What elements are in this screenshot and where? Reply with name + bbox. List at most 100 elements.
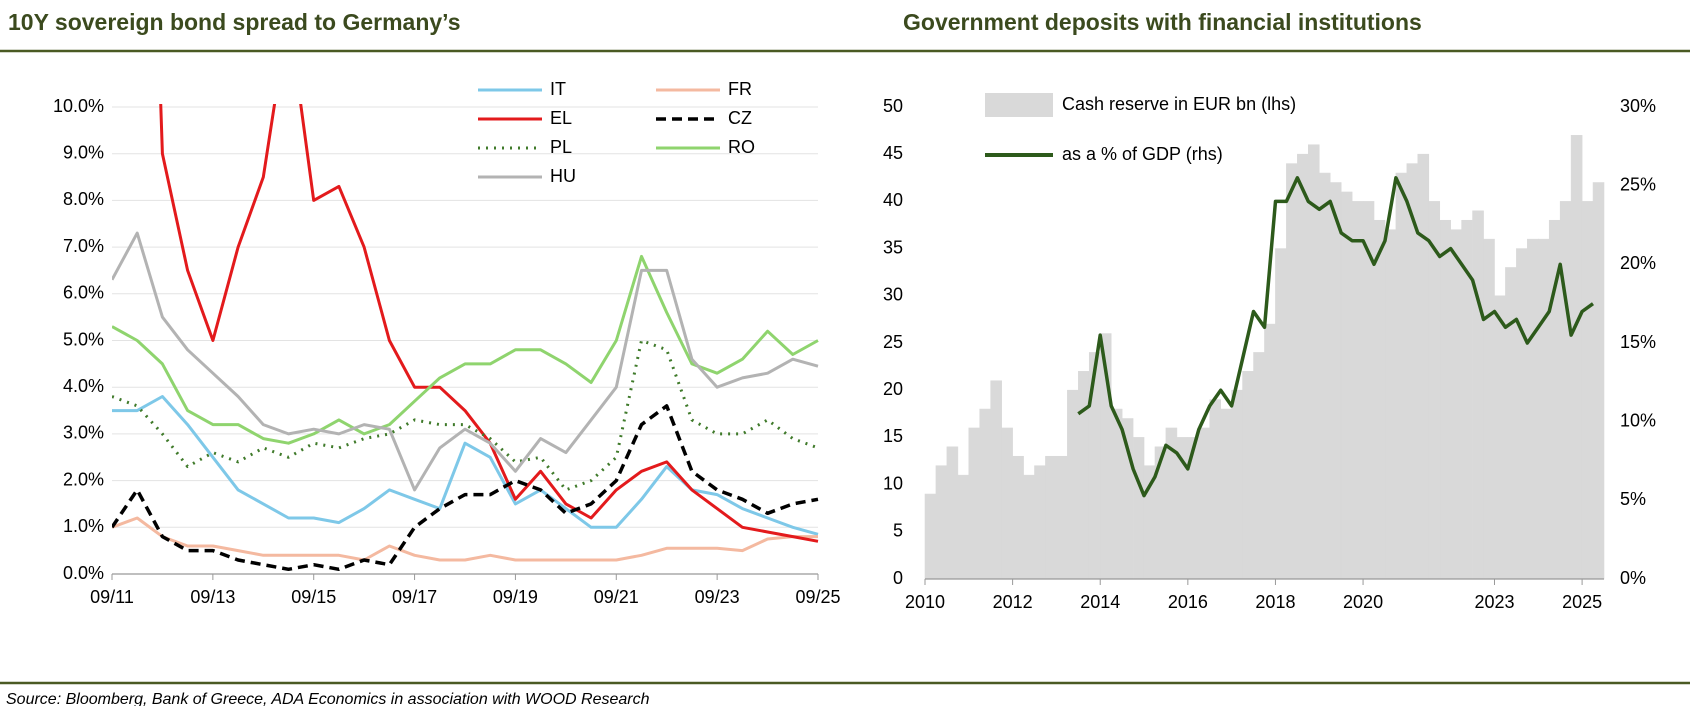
bar (1078, 371, 1090, 580)
bar (1067, 389, 1079, 580)
legend-label: RO (728, 137, 755, 157)
legend-label: HU (550, 166, 576, 186)
x-tick-label: 2016 (1168, 592, 1208, 612)
bar (1231, 389, 1243, 580)
bar (946, 446, 959, 580)
bar (935, 465, 948, 580)
bar (968, 427, 981, 580)
series-line (112, 404, 819, 572)
x-tick-label: 2025 (1562, 592, 1602, 612)
y-tick-label: 5 (893, 521, 903, 541)
bar (1483, 238, 1495, 580)
x-tick-label: 2014 (1080, 592, 1120, 612)
y-tick-label: 20 (883, 379, 903, 399)
y-tick-label: 9.0% (63, 142, 104, 162)
y2-tick-label: 5% (1620, 489, 1646, 509)
y-tick-label: 35 (883, 237, 903, 257)
bar (1318, 172, 1331, 580)
y-tick-label: 25 (883, 332, 903, 352)
bar (1056, 455, 1068, 580)
y-tick-label: 8.0% (63, 189, 104, 209)
y-tick-label: 45 (883, 143, 903, 163)
legend-swatch (985, 93, 1053, 117)
y-tick-label: 0.0% (63, 563, 104, 583)
bar (1450, 229, 1462, 580)
series-line (112, 231, 819, 492)
legend-label: Cash reserve in EUR bn (lhs) (1062, 94, 1296, 114)
bar (1275, 248, 1287, 580)
y-tick-label: 4.0% (63, 376, 104, 396)
y-tick-label: 2.0% (63, 469, 104, 489)
series-line (1077, 176, 1595, 498)
bar (1253, 352, 1265, 580)
bar (1198, 427, 1211, 580)
y-tick-label: 6.0% (63, 283, 104, 303)
series-line (112, 339, 819, 492)
y-tick-label: 15 (883, 426, 903, 446)
bar (1340, 191, 1353, 580)
bar (1220, 408, 1232, 580)
bar (1023, 474, 1035, 580)
bar (1472, 210, 1484, 580)
source-note: Source: Bloomberg, Bank of Greece, ADA E… (6, 691, 650, 706)
y-tick-label: 30 (883, 285, 903, 305)
x-tick-label: 09/11 (90, 587, 134, 607)
x-tick-label: 09/23 (695, 587, 740, 607)
y-tick-label: 50 (883, 96, 903, 116)
y-tick-label: 5.0% (63, 329, 104, 349)
bar (1537, 238, 1550, 580)
bar (1592, 182, 1605, 580)
bar (1329, 182, 1342, 580)
bar (1428, 201, 1441, 580)
bar (1045, 455, 1057, 580)
x-tick-label: 09/17 (392, 587, 437, 607)
bar (924, 493, 937, 580)
series-line (112, 395, 819, 536)
bar (1417, 153, 1430, 580)
y-tick-label: 10 (883, 473, 903, 493)
legend-label: IT (550, 79, 566, 99)
bar (1297, 153, 1309, 580)
series-line (112, 254, 819, 445)
bar (1154, 446, 1167, 580)
legend-label: as a % of GDP (rhs) (1062, 144, 1223, 164)
bar (1494, 295, 1506, 580)
bar (990, 380, 1002, 580)
bar (1439, 219, 1451, 580)
series-line (112, 516, 818, 562)
bar (1264, 323, 1276, 580)
bar (1395, 172, 1408, 580)
legend-label: PL (550, 137, 572, 157)
legend-label: CZ (728, 108, 752, 128)
y2-tick-label: 25% (1620, 174, 1656, 194)
x-tick-label: 2018 (1255, 592, 1295, 612)
x-tick-label: 2023 (1474, 592, 1514, 612)
y2-tick-label: 20% (1620, 253, 1656, 273)
x-tick-label: 09/19 (493, 587, 538, 607)
bar (1242, 371, 1254, 580)
legend-label: FR (728, 79, 752, 99)
y-tick-label: 0 (893, 568, 903, 588)
bar (1286, 163, 1298, 580)
bar (1001, 427, 1013, 580)
legend-label: EL (550, 108, 572, 128)
bar (957, 474, 970, 580)
bar (1351, 201, 1364, 580)
bar (1110, 408, 1123, 580)
x-tick-label: 09/21 (594, 587, 639, 607)
y-tick-label: 10.0% (53, 96, 104, 116)
x-tick-label: 2012 (993, 592, 1033, 612)
y2-tick-label: 30% (1620, 96, 1656, 116)
chart-title: 10Y sovereign bond spread to Germany’s (8, 9, 461, 35)
bar (979, 408, 992, 580)
bar (1581, 201, 1594, 580)
x-tick-label: 2010 (905, 592, 945, 612)
y-tick-label: 1.0% (63, 516, 104, 536)
bar (1559, 201, 1572, 580)
bar (1570, 135, 1583, 580)
bar (1527, 238, 1539, 580)
x-tick-label: 2020 (1343, 592, 1383, 612)
bar (1384, 229, 1397, 580)
